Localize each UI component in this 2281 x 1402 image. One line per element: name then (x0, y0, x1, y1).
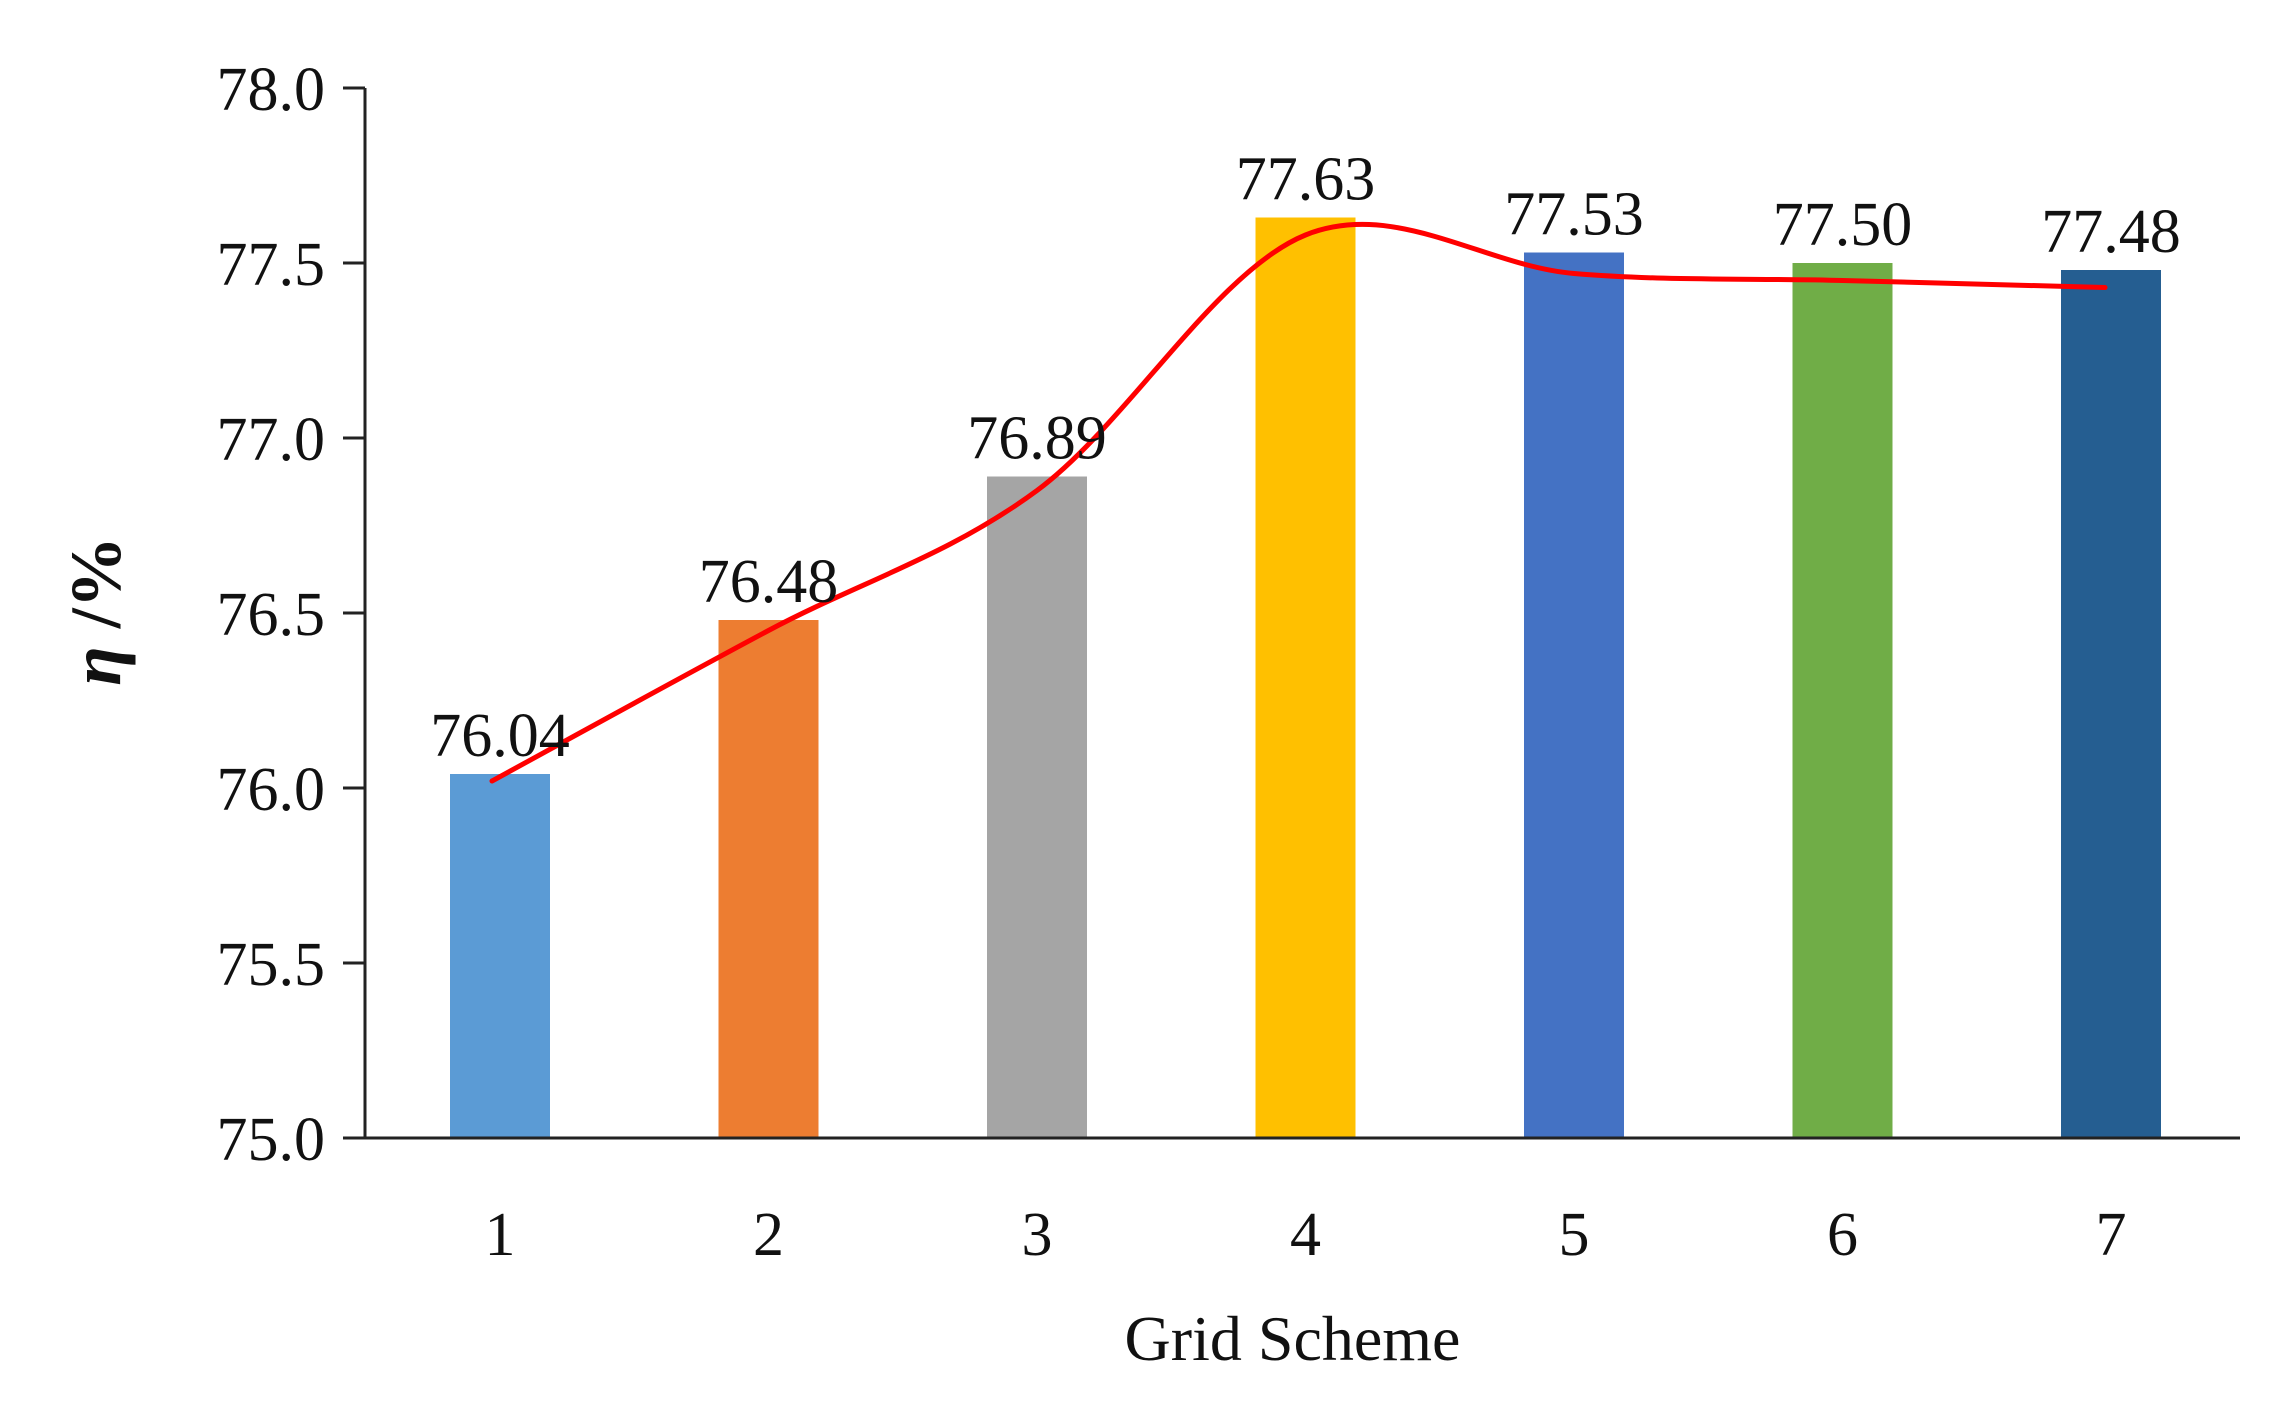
x-axis-ticks: 1 2 3 4 5 6 7 (485, 1201, 2127, 1269)
x-tick-label: 5 (1559, 1201, 1590, 1269)
bar-4 (1255, 217, 1356, 1138)
data-label-1: 76.04 (430, 702, 570, 770)
y-axis-title: η /% (56, 536, 136, 686)
bar-2 (718, 620, 819, 1138)
bar-6 (1792, 263, 1893, 1138)
y-tick-label: 75.0 (217, 1106, 326, 1174)
data-label-7: 77.48 (2041, 198, 2181, 266)
x-tick-label: 7 (2096, 1201, 2127, 1269)
bar-3 (987, 476, 1087, 1138)
y-axis-unit: /% (56, 536, 136, 646)
x-axis-title: Grid Scheme (1125, 1303, 1461, 1374)
data-labels: 76.04 76.48 76.89 77.63 77.53 77.50 77.48 (430, 146, 2181, 771)
x-tick-label: 3 (1022, 1201, 1053, 1269)
y-tick-label: 76.5 (217, 581, 326, 649)
y-tick-label: 76.0 (217, 756, 326, 824)
trend-line (489, 221, 2108, 784)
y-tick-label: 78.0 (217, 56, 326, 124)
bar-1 (450, 774, 550, 1138)
bar-5 (1524, 252, 1624, 1138)
x-tick-label: 1 (485, 1201, 516, 1269)
y-tick-label: 75.5 (217, 931, 326, 999)
bar-7 (2061, 270, 2161, 1138)
data-label-3: 76.89 (967, 405, 1107, 473)
data-label-2: 76.48 (699, 548, 839, 616)
x-tick-label: 6 (1827, 1201, 1858, 1269)
data-label-5: 77.53 (1504, 181, 1644, 249)
x-tick-label: 4 (1290, 1201, 1321, 1269)
data-label-6: 77.50 (1773, 191, 1913, 259)
y-axis-symbol: η (56, 646, 136, 686)
y-tick-label: 77.0 (217, 406, 326, 474)
data-label-4: 77.63 (1236, 146, 1376, 214)
y-axis-ticks: 75.0 75.5 76.0 76.5 77.0 77.5 78.0 (217, 56, 365, 1174)
x-tick-label: 2 (753, 1201, 784, 1269)
y-tick-label: 77.5 (217, 231, 326, 299)
bars-group (450, 217, 2161, 1138)
